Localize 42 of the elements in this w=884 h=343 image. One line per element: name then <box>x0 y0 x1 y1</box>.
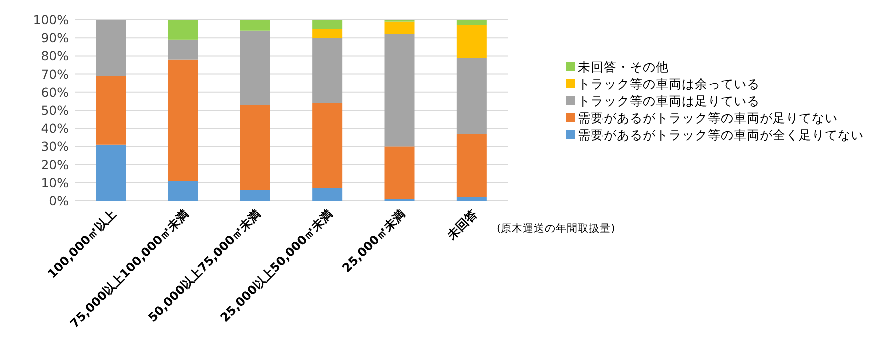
bar <box>312 103 343 188</box>
bar <box>96 76 126 145</box>
bar <box>240 105 270 190</box>
y-tick-label: 50% <box>41 103 70 118</box>
bar <box>384 34 415 147</box>
y-tick-label: 10% <box>41 175 70 190</box>
legend-label: 未回答・その他 <box>578 60 669 74</box>
bar <box>96 144 126 201</box>
bar <box>168 181 198 201</box>
bar <box>456 58 487 134</box>
bar <box>456 197 487 201</box>
bar <box>168 40 198 60</box>
y-tick-label: 100% <box>33 12 70 28</box>
bar <box>240 30 270 106</box>
bar <box>96 20 126 76</box>
bar <box>168 60 198 182</box>
bar <box>312 188 343 201</box>
legend-label: 需要があるがトラック等の車両が全く足りてない <box>578 128 864 142</box>
legend-label: トラック等の車両は余っている <box>578 76 760 92</box>
y-tick-label: 20% <box>41 157 70 172</box>
bar <box>384 22 415 34</box>
bar <box>456 25 487 58</box>
legend-label: 需要があるがトラック等の車両が足りてない <box>578 110 838 126</box>
bar <box>312 38 343 104</box>
bar <box>312 29 343 38</box>
y-tick-label: 90% <box>41 30 70 46</box>
bar <box>240 20 270 31</box>
bar <box>240 190 270 201</box>
bar <box>456 134 487 198</box>
bar <box>312 20 343 30</box>
y-tick-label: 70% <box>41 66 70 82</box>
y-tick-label: 30% <box>41 139 70 154</box>
y-tick-label: 0% <box>49 194 70 208</box>
y-tick-label: 40% <box>41 121 70 136</box>
bar <box>456 20 487 26</box>
y-tick-label: 60% <box>41 84 70 100</box>
legend-label: トラック等の車両は足りている <box>578 94 760 108</box>
x-axis-title: (原木運送の年間取扱量) <box>497 222 616 235</box>
bar <box>384 146 415 200</box>
bar <box>168 20 198 40</box>
y-tick-label: 80% <box>41 48 70 64</box>
x-tick-label: 未回答 <box>444 206 481 244</box>
